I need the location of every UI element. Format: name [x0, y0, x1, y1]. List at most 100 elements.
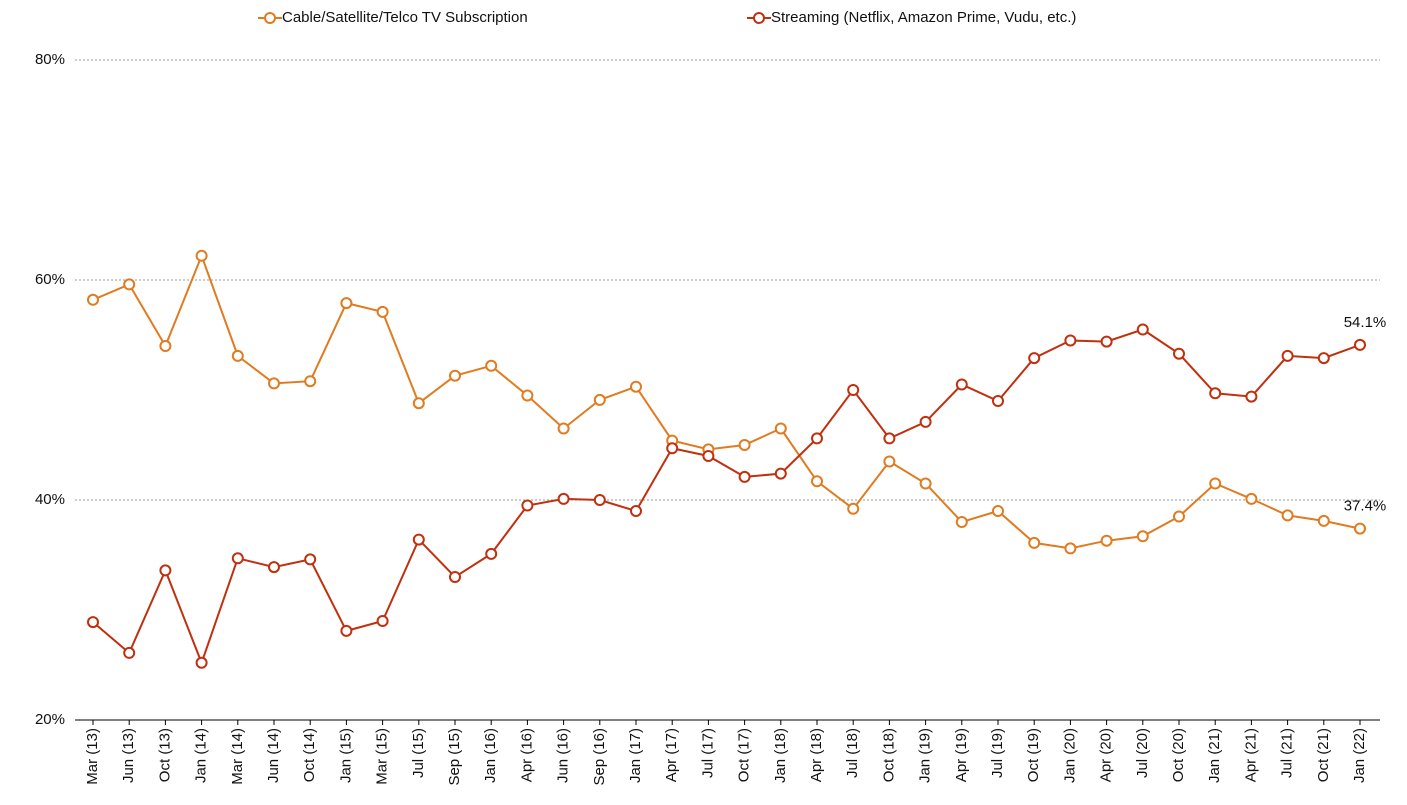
data-point — [1245, 492, 1258, 505]
data-point — [557, 492, 570, 505]
data-point — [557, 422, 570, 435]
x-tick-label: Jul (17) — [699, 728, 716, 778]
data-point — [521, 499, 534, 512]
x-tick-label: Jan (14) — [193, 728, 210, 783]
data-point — [811, 432, 823, 445]
data-point — [1173, 510, 1185, 523]
data-point — [1317, 514, 1330, 527]
data-point — [123, 278, 136, 291]
data-point — [738, 439, 751, 451]
data-point — [1209, 477, 1222, 490]
data-point — [195, 656, 208, 669]
data-point — [231, 552, 244, 565]
x-tick-label: Apr (19) — [953, 728, 970, 782]
x-tick-label: Jul (18) — [844, 728, 861, 778]
series-line — [92, 328, 1361, 666]
data-point — [1317, 352, 1330, 365]
data-point — [340, 624, 353, 637]
data-point — [1354, 522, 1366, 535]
data-point — [847, 384, 860, 396]
data-point — [919, 477, 932, 490]
x-tick-label: Apr (18) — [808, 728, 825, 782]
data-point — [1136, 323, 1149, 336]
legend-marker — [264, 12, 276, 24]
x-tick-label: Mar (15) — [374, 728, 391, 785]
data-point — [919, 415, 932, 428]
data-point — [811, 475, 823, 488]
data-point — [340, 297, 353, 310]
data-point — [159, 340, 172, 352]
data-point — [304, 375, 317, 388]
data-point — [1028, 352, 1041, 365]
data-point — [485, 359, 498, 372]
x-tick-label: Jan (15) — [337, 728, 354, 783]
data-point — [123, 646, 136, 659]
data-point — [376, 305, 389, 318]
data-point — [702, 450, 715, 462]
data-point — [992, 395, 1004, 407]
data-point — [485, 547, 498, 560]
data-point — [593, 494, 606, 506]
data-label: 54.1% — [1344, 314, 1387, 331]
x-tick-label: Oct (13) — [156, 728, 173, 782]
x-tick-label: Mar (14) — [229, 728, 246, 785]
data-point — [268, 561, 280, 574]
data-point — [1028, 536, 1041, 549]
data-point — [1281, 509, 1294, 522]
data-point — [1064, 334, 1077, 347]
y-tick-label: 80% — [35, 51, 65, 68]
x-tick-label: Oct (19) — [1025, 728, 1042, 782]
x-tick-label: Oct (21) — [1315, 728, 1332, 782]
x-tick-label: Jan (21) — [1206, 728, 1223, 783]
x-tick-label: Jan (19) — [917, 728, 934, 783]
data-point — [304, 553, 317, 566]
x-tick-label: Jan (22) — [1351, 728, 1368, 783]
data-point — [159, 564, 172, 577]
data-point — [883, 432, 896, 445]
x-tick-label: Jan (20) — [1061, 728, 1078, 783]
x-tick-label: Oct (17) — [736, 728, 753, 782]
data-point — [666, 442, 679, 455]
x-tick-label: Jun (13) — [120, 728, 137, 783]
data-point — [87, 293, 99, 306]
data-point — [847, 502, 860, 515]
x-tick-label: Apr (16) — [518, 728, 535, 782]
data-label: 37.4% — [1344, 498, 1387, 515]
data-point — [231, 349, 244, 362]
x-tick-label: Jan (17) — [627, 728, 644, 783]
x-tick-label: Oct (20) — [1170, 728, 1187, 782]
x-tick-label: Mar (13) — [84, 728, 101, 785]
x-tick-label: Jul (20) — [1134, 728, 1151, 778]
data-point — [992, 505, 1004, 517]
x-tick-label: Jul (19) — [989, 728, 1006, 778]
data-point — [1064, 542, 1077, 555]
x-tick-label: Jun (16) — [555, 728, 572, 783]
data-point — [1100, 335, 1113, 348]
data-point — [449, 369, 461, 382]
data-point — [412, 397, 425, 410]
y-tick-label: 40% — [35, 491, 65, 508]
x-tick-label: Jan (16) — [482, 728, 499, 783]
x-tick-label: Sep (15) — [446, 728, 463, 786]
x-tick-label: Apr (21) — [1242, 728, 1259, 782]
data-point — [195, 249, 208, 262]
data-point — [774, 467, 787, 480]
data-point — [955, 378, 968, 391]
series-line — [92, 252, 1361, 550]
x-tick-label: Sep (16) — [591, 728, 608, 786]
x-tick-label: Oct (18) — [880, 728, 897, 782]
x-tick-label: Jul (21) — [1279, 728, 1296, 778]
data-point — [449, 571, 461, 583]
data-point — [521, 389, 534, 402]
data-point — [1281, 349, 1294, 362]
data-point — [593, 393, 606, 406]
data-point — [1354, 338, 1366, 351]
legend-label: Streaming (Netflix, Amazon Prime, Vudu, … — [771, 9, 1076, 26]
data-point — [268, 377, 280, 390]
data-point — [738, 470, 751, 483]
y-tick-label: 60% — [35, 271, 65, 288]
data-point — [1209, 387, 1222, 400]
data-point — [883, 455, 896, 468]
data-point — [376, 615, 389, 627]
